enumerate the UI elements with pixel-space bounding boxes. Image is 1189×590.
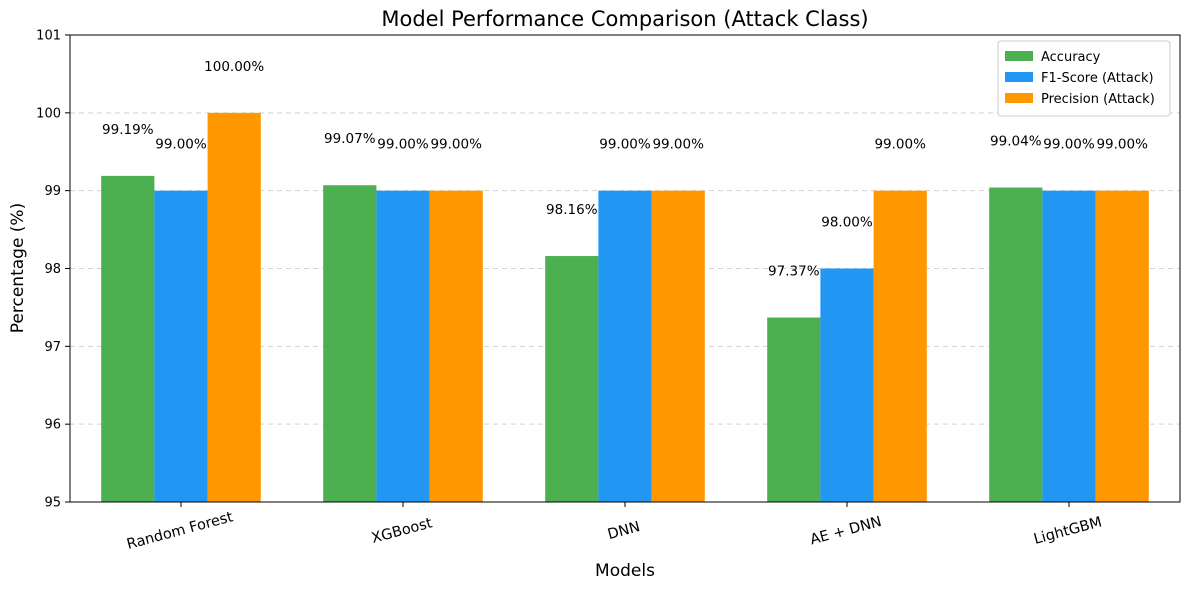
y-tick-label: 101 bbox=[36, 29, 61, 44]
bar bbox=[873, 190, 927, 502]
bar-data-label: 97.37% bbox=[768, 264, 820, 280]
x-tick-label: AE + DNN bbox=[808, 514, 883, 548]
x-tick-label: DNN bbox=[606, 519, 642, 543]
bar-data-label: 99.00% bbox=[155, 137, 207, 153]
y-tick-label: 98 bbox=[44, 262, 61, 277]
bar-data-label: 99.00% bbox=[599, 137, 651, 153]
bar bbox=[820, 268, 874, 502]
bar-data-label: 99.04% bbox=[990, 134, 1042, 150]
legend: Accuracy F1-Score (Attack) Precision (Atta… bbox=[997, 40, 1171, 117]
bar-data-label: 99.00% bbox=[652, 137, 704, 153]
y-tick-label: 96 bbox=[44, 418, 61, 433]
plot-frame bbox=[69, 34, 1181, 503]
y-tick-label: 99 bbox=[44, 184, 61, 199]
data-labels: 99.19%99.00%100.00%99.07% 99.00% 99.00%98.… bbox=[102, 59, 1148, 280]
bar bbox=[323, 185, 377, 503]
bar-data-label: 99.00% bbox=[430, 137, 482, 153]
legend-swatch bbox=[1005, 72, 1033, 82]
bar bbox=[1095, 190, 1149, 502]
bar bbox=[429, 190, 483, 502]
bar-data-label: 99.07% bbox=[324, 131, 376, 147]
bar bbox=[154, 190, 208, 502]
bars bbox=[101, 112, 1149, 503]
legend-entry: Accuracy bbox=[1041, 50, 1101, 65]
bar bbox=[1042, 190, 1096, 502]
bar bbox=[376, 190, 430, 502]
x-tick-label: LightGBM bbox=[1032, 514, 1104, 548]
bar-data-label: 100.00% bbox=[204, 59, 264, 75]
legend-entry: Precision (Attack) bbox=[1041, 92, 1155, 107]
legend-swatch bbox=[1005, 51, 1033, 61]
y-tick-label: 100 bbox=[36, 106, 61, 121]
bar bbox=[989, 187, 1043, 502]
bar-data-label: 99.19% bbox=[102, 122, 154, 138]
bar-data-label: 99.00% bbox=[1043, 137, 1095, 153]
bar bbox=[767, 317, 821, 502]
bar bbox=[598, 190, 652, 502]
y-tick-label: 95 bbox=[44, 496, 61, 511]
bar bbox=[545, 256, 599, 502]
x-axis-label: Models bbox=[595, 561, 655, 581]
bar bbox=[651, 190, 705, 502]
y-tick-label: 97 bbox=[44, 340, 61, 355]
bar bbox=[207, 112, 261, 502]
bar-data-label: 99.00% bbox=[874, 137, 926, 153]
bar-data-label: 98.16% bbox=[546, 202, 598, 218]
x-tick-label: XGBoost bbox=[370, 515, 434, 547]
bar-data-label: 98.00% bbox=[821, 215, 873, 231]
bar-data-label: 99.00% bbox=[377, 137, 429, 153]
bar-data-label: 99.00% bbox=[1096, 137, 1148, 153]
bar bbox=[101, 175, 155, 502]
x-tick-label: Random Forest bbox=[125, 509, 235, 553]
legend-swatch bbox=[1005, 93, 1033, 103]
legend-box bbox=[997, 40, 1171, 117]
y-axis-label: Percentage (%) bbox=[8, 203, 28, 333]
chart-title: Model Performance Comparison (Attack Cla… bbox=[381, 7, 868, 31]
legend-entry: F1-Score (Attack) bbox=[1041, 71, 1154, 86]
